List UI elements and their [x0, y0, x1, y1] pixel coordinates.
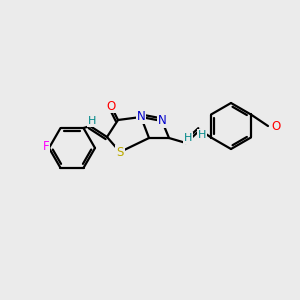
Text: O: O	[106, 100, 116, 112]
Text: H: H	[198, 130, 206, 140]
Text: F: F	[43, 140, 49, 152]
Text: N: N	[158, 115, 166, 128]
Text: H: H	[184, 133, 192, 143]
Text: N: N	[136, 110, 146, 124]
Text: O: O	[272, 119, 280, 133]
Text: S: S	[116, 146, 124, 158]
Text: H: H	[88, 116, 96, 126]
